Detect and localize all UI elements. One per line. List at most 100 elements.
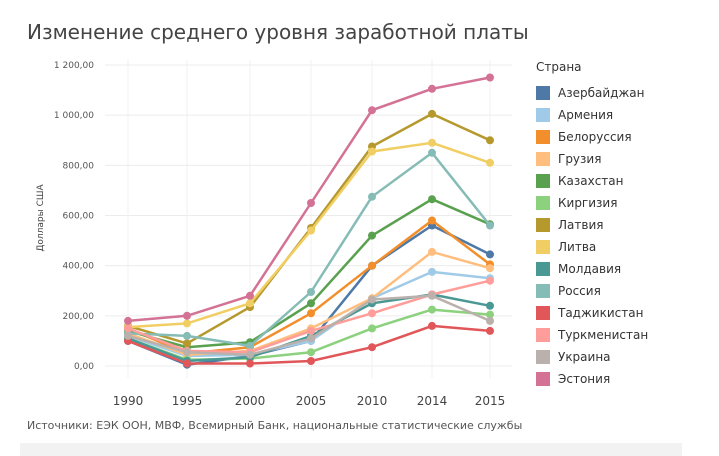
data-point <box>486 264 494 273</box>
data-point <box>368 261 376 270</box>
legend-label: Эстония <box>558 372 611 386</box>
legend-label: Туркменистан <box>558 328 649 342</box>
data-point <box>246 359 254 368</box>
legend-item[interactable]: Азербайджан <box>536 82 711 104</box>
data-point <box>368 147 376 156</box>
legend-label: Украина <box>558 350 611 364</box>
data-point <box>428 291 436 300</box>
data-point <box>428 321 436 330</box>
data-point <box>486 301 494 310</box>
legend-swatch <box>536 108 550 122</box>
data-point <box>183 319 191 328</box>
line-chart: 0,00 200,00 400,00 600,00 800,00 1 000,00 1 20… <box>36 60 512 408</box>
data-point <box>486 250 494 259</box>
data-point <box>368 106 376 115</box>
data-point <box>486 221 494 230</box>
y-axis-label: Доллары США <box>36 184 46 252</box>
data-point <box>124 316 132 325</box>
x-tick-label: 2000 <box>235 394 266 408</box>
y-tick-label: 0,00 <box>74 362 94 372</box>
data-point <box>428 305 436 314</box>
data-point <box>307 334 315 343</box>
legend-title: Страна <box>536 60 582 74</box>
legend-swatch <box>536 218 550 232</box>
data-point <box>428 148 436 157</box>
data-point <box>486 73 494 82</box>
data-point <box>428 138 436 147</box>
legend-swatch <box>536 86 550 100</box>
data-point <box>307 348 315 357</box>
source-note: Источники: ЕЭК ООН, МВФ, Всемирный Банк,… <box>27 419 523 432</box>
legend-swatch <box>536 372 550 386</box>
data-point <box>183 359 191 368</box>
y-tick-label: 1 200,00 <box>54 61 94 71</box>
legend-swatch <box>536 306 550 320</box>
data-point <box>183 331 191 340</box>
legend-swatch <box>536 196 550 210</box>
legend-label: Грузия <box>558 152 602 166</box>
legend-label: Белоруссия <box>558 130 632 144</box>
data-point <box>183 311 191 320</box>
legend-item[interactable]: Литва <box>536 236 711 258</box>
legend-item[interactable]: Грузия <box>536 148 711 170</box>
legend-item[interactable]: Казахстан <box>536 170 711 192</box>
legend-swatch <box>536 284 550 298</box>
data-point <box>486 276 494 285</box>
data-point <box>183 348 191 357</box>
data-point <box>246 291 254 300</box>
chart-title: Изменение среднего уровня заработной пла… <box>27 20 529 44</box>
legend-item[interactable]: Украина <box>536 346 711 368</box>
legend-swatch <box>536 174 550 188</box>
legend-item[interactable]: Туркменистан <box>536 324 711 346</box>
legend-label: Россия <box>558 284 601 298</box>
y-tick-label: 200,00 <box>63 312 95 322</box>
legend: Страна Азербайджан Армения Белоруссия Грузи… <box>536 60 711 390</box>
data-point <box>486 310 494 319</box>
data-point <box>368 309 376 318</box>
x-tick-label: 1995 <box>172 394 203 408</box>
data-point <box>368 192 376 201</box>
y-tick-label: 800,00 <box>63 161 95 171</box>
data-point <box>486 158 494 167</box>
data-point <box>124 331 132 340</box>
data-point <box>368 295 376 304</box>
x-tick-label: 1990 <box>113 394 144 408</box>
legend-swatch <box>536 152 550 166</box>
legend-items: Азербайджан Армения Белоруссия Грузия Казахс… <box>536 82 711 390</box>
data-point <box>368 324 376 333</box>
data-point <box>368 343 376 352</box>
series-line <box>127 141 491 329</box>
axes: 0,00 200,00 400,00 600,00 800,00 1 000,00 1 20… <box>54 61 505 408</box>
legend-item[interactable]: Латвия <box>536 214 711 236</box>
data-point <box>307 357 315 365</box>
data-point <box>183 339 191 348</box>
data-point <box>428 216 436 225</box>
x-tick-label: 2010 <box>357 394 388 408</box>
legend-item[interactable]: Киргизия <box>536 192 711 214</box>
data-point <box>246 350 254 359</box>
legend-swatch <box>536 350 550 364</box>
data-point <box>428 84 436 93</box>
data-point <box>246 299 254 308</box>
legend-swatch <box>536 240 550 254</box>
legend-item[interactable]: Молдавия <box>536 258 711 280</box>
x-tick-label: 2005 <box>296 394 327 408</box>
data-point <box>307 299 315 308</box>
data-point <box>307 288 315 296</box>
x-tick-label: 2014 <box>417 394 448 408</box>
legend-item[interactable]: Эстония <box>536 368 711 390</box>
x-tick-label: 2015 <box>475 394 506 408</box>
data-point <box>486 326 494 335</box>
legend-swatch <box>536 130 550 144</box>
legend-item[interactable]: Армения <box>536 104 711 126</box>
data-point <box>246 341 254 350</box>
legend-label: Латвия <box>558 218 604 232</box>
legend-item[interactable]: Таджикистан <box>536 302 711 324</box>
bottom-toolbar <box>20 443 682 456</box>
legend-label: Армения <box>558 108 614 122</box>
legend-label: Литва <box>558 240 597 254</box>
legend-item[interactable]: Россия <box>536 280 711 302</box>
legend-item[interactable]: Белоруссия <box>536 126 711 148</box>
data-point <box>124 324 132 333</box>
data-point <box>428 247 436 256</box>
